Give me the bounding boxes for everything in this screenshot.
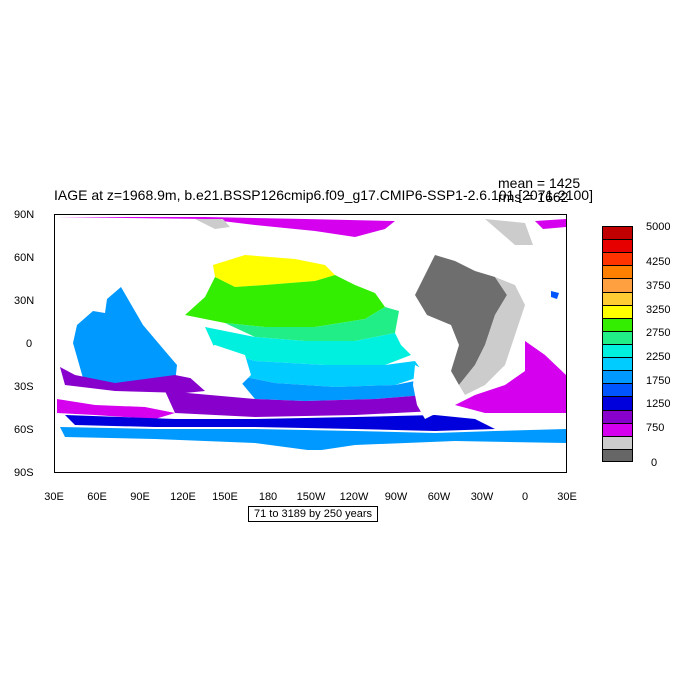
mean-stat: mean = 1425 xyxy=(498,175,581,191)
colorbar-swatch xyxy=(602,239,633,253)
colorbar-label: 3750 xyxy=(646,280,671,292)
colorbar-label: 750 xyxy=(646,422,665,434)
atlantic-gray xyxy=(459,277,525,395)
rms-stat: rms = 1662 xyxy=(498,189,569,205)
colorbar-swatch xyxy=(602,304,633,318)
colorbar-label: 5000 xyxy=(646,221,671,233)
lon-label: 30E xyxy=(557,491,577,503)
antarctica-land xyxy=(55,449,566,472)
lat-label: 0 xyxy=(26,338,33,350)
indian-ocean-magenta xyxy=(57,399,175,419)
colorbar-swatch xyxy=(602,370,633,384)
range-box: 71 to 3189 by 250 years xyxy=(248,506,379,522)
arctic-gray xyxy=(195,219,230,229)
lon-label: 30W xyxy=(470,491,494,503)
lon-label: 120W xyxy=(339,491,369,503)
ocean-age-map xyxy=(54,214,567,473)
southern-purple xyxy=(165,391,435,417)
colorbar-swatch xyxy=(602,317,633,331)
pacific-yellow xyxy=(213,255,335,287)
colorbar-swatch xyxy=(602,226,633,240)
lon-label: 0 xyxy=(521,491,529,503)
lat-label: 90S xyxy=(14,467,34,479)
australia-land xyxy=(185,345,251,391)
colorbar-label: 4250 xyxy=(646,256,671,268)
colorbar-swatch xyxy=(602,344,633,358)
lon-label: 90E xyxy=(130,491,150,503)
colorbar-label: 3250 xyxy=(646,304,671,316)
arctic-ocean-magenta xyxy=(57,217,395,237)
pacific-cyan xyxy=(205,327,411,365)
colorbar-label: 2750 xyxy=(646,327,671,339)
atlantic-dark-gray xyxy=(415,255,507,385)
arctic-magenta-right xyxy=(535,219,566,229)
arctic-gray-right xyxy=(485,219,533,245)
lat-label: 60N xyxy=(14,252,35,264)
colorbar-swatch xyxy=(602,409,633,423)
colorbar-swatch xyxy=(602,383,633,397)
colorbar-swatch xyxy=(602,435,633,449)
colorbar-swatch xyxy=(602,265,633,279)
pacific-light-blue xyxy=(215,349,425,387)
colorbar-swatch xyxy=(602,252,633,266)
lon-label: 180 xyxy=(258,491,278,503)
colorbar-swatch xyxy=(602,330,633,344)
colorbar-swatch xyxy=(602,278,633,292)
pacific-green xyxy=(185,275,385,327)
colorbar-swatch xyxy=(602,396,633,410)
lat-label: 30N xyxy=(14,295,35,307)
lat-label: 90N xyxy=(14,209,35,221)
atlantic-blue-spot xyxy=(551,291,559,299)
lon-label: 90W xyxy=(384,491,408,503)
lon-label: 60W xyxy=(427,491,451,503)
lat-label: 60S xyxy=(14,424,34,436)
lon-label: 150E xyxy=(212,491,238,503)
lon-label: 150W xyxy=(296,491,326,503)
southern-blue xyxy=(60,427,566,451)
colorbar-label: 2250 xyxy=(646,351,671,363)
atlantic-magenta xyxy=(455,341,566,413)
map-title: IAGE at z=1968.9m, b.e21.BSSP126cmip6.f0… xyxy=(54,187,593,203)
indian-ocean-blue xyxy=(73,287,177,389)
south-america-land xyxy=(413,365,447,419)
colorbar-label: 1250 xyxy=(646,398,671,410)
colorbar xyxy=(602,226,633,462)
indian-ocean-purple xyxy=(60,367,215,393)
lon-label: 60E xyxy=(87,491,107,503)
map-field xyxy=(55,217,566,472)
southern-dark-blue xyxy=(65,415,495,431)
pacific-teal-green xyxy=(225,307,399,341)
colorbar-label: 1750 xyxy=(646,375,671,387)
colorbar-swatch xyxy=(602,291,633,305)
colorbar-swatch xyxy=(602,448,633,462)
colorbar-label: 0 xyxy=(651,457,658,469)
lon-label: 120E xyxy=(170,491,196,503)
lat-label: 30S xyxy=(14,381,34,393)
pacific-blue xyxy=(235,375,425,401)
lon-label: 30E xyxy=(44,491,64,503)
colorbar-swatch xyxy=(602,422,633,436)
colorbar-swatch xyxy=(602,357,633,371)
